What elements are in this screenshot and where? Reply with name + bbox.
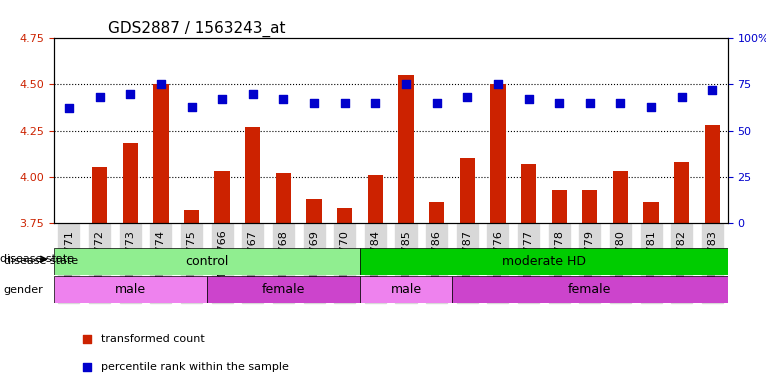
FancyBboxPatch shape [207,276,360,303]
Bar [184,210,199,223]
Point [216,96,228,102]
Point [124,91,136,97]
Point [492,81,504,88]
Bar [368,175,383,223]
Bar [643,202,659,223]
Bar [582,190,597,223]
FancyBboxPatch shape [54,248,360,275]
Bar [521,164,536,223]
Point [63,105,75,111]
Point [369,100,381,106]
Point [461,94,473,101]
Text: GDS2887 / 1563243_at: GDS2887 / 1563243_at [107,21,285,37]
Text: male: male [115,283,146,296]
Text: percentile rank within the sample: percentile rank within the sample [101,362,289,372]
Text: female: female [262,283,305,296]
Bar [214,171,230,223]
Point [339,100,351,106]
FancyBboxPatch shape [54,276,207,303]
Text: female: female [568,283,611,296]
Point [522,96,535,102]
Bar [460,158,475,223]
FancyBboxPatch shape [360,276,452,303]
Text: transformed count: transformed count [101,334,205,344]
Bar [674,162,689,223]
Point [277,96,290,102]
Point [614,100,627,106]
Bar [429,202,444,223]
Point [706,87,719,93]
Bar [552,190,567,223]
Bar [490,84,506,223]
Text: control: control [185,255,228,268]
Point [185,104,198,110]
Text: disease state: disease state [4,256,78,266]
Text: moderate HD: moderate HD [502,255,586,268]
Text: gender: gender [4,285,44,295]
Bar [398,75,414,223]
Point [676,94,688,101]
Bar [153,84,169,223]
Bar [276,173,291,223]
Text: disease state: disease state [0,254,74,264]
FancyBboxPatch shape [452,276,728,303]
Point [155,81,167,88]
Point [645,104,657,110]
Point [400,81,412,88]
Point [93,94,106,101]
Bar [123,144,138,223]
Point [430,100,443,106]
Point [691,189,703,195]
Bar [245,127,260,223]
Bar [92,167,107,223]
Point [584,100,596,106]
FancyBboxPatch shape [360,248,728,275]
Bar [306,199,322,223]
Point [308,100,320,106]
Text: male: male [391,283,421,296]
Bar [337,208,352,223]
Point [247,91,259,97]
Point [553,100,565,106]
Bar [613,171,628,223]
Bar [705,125,720,223]
